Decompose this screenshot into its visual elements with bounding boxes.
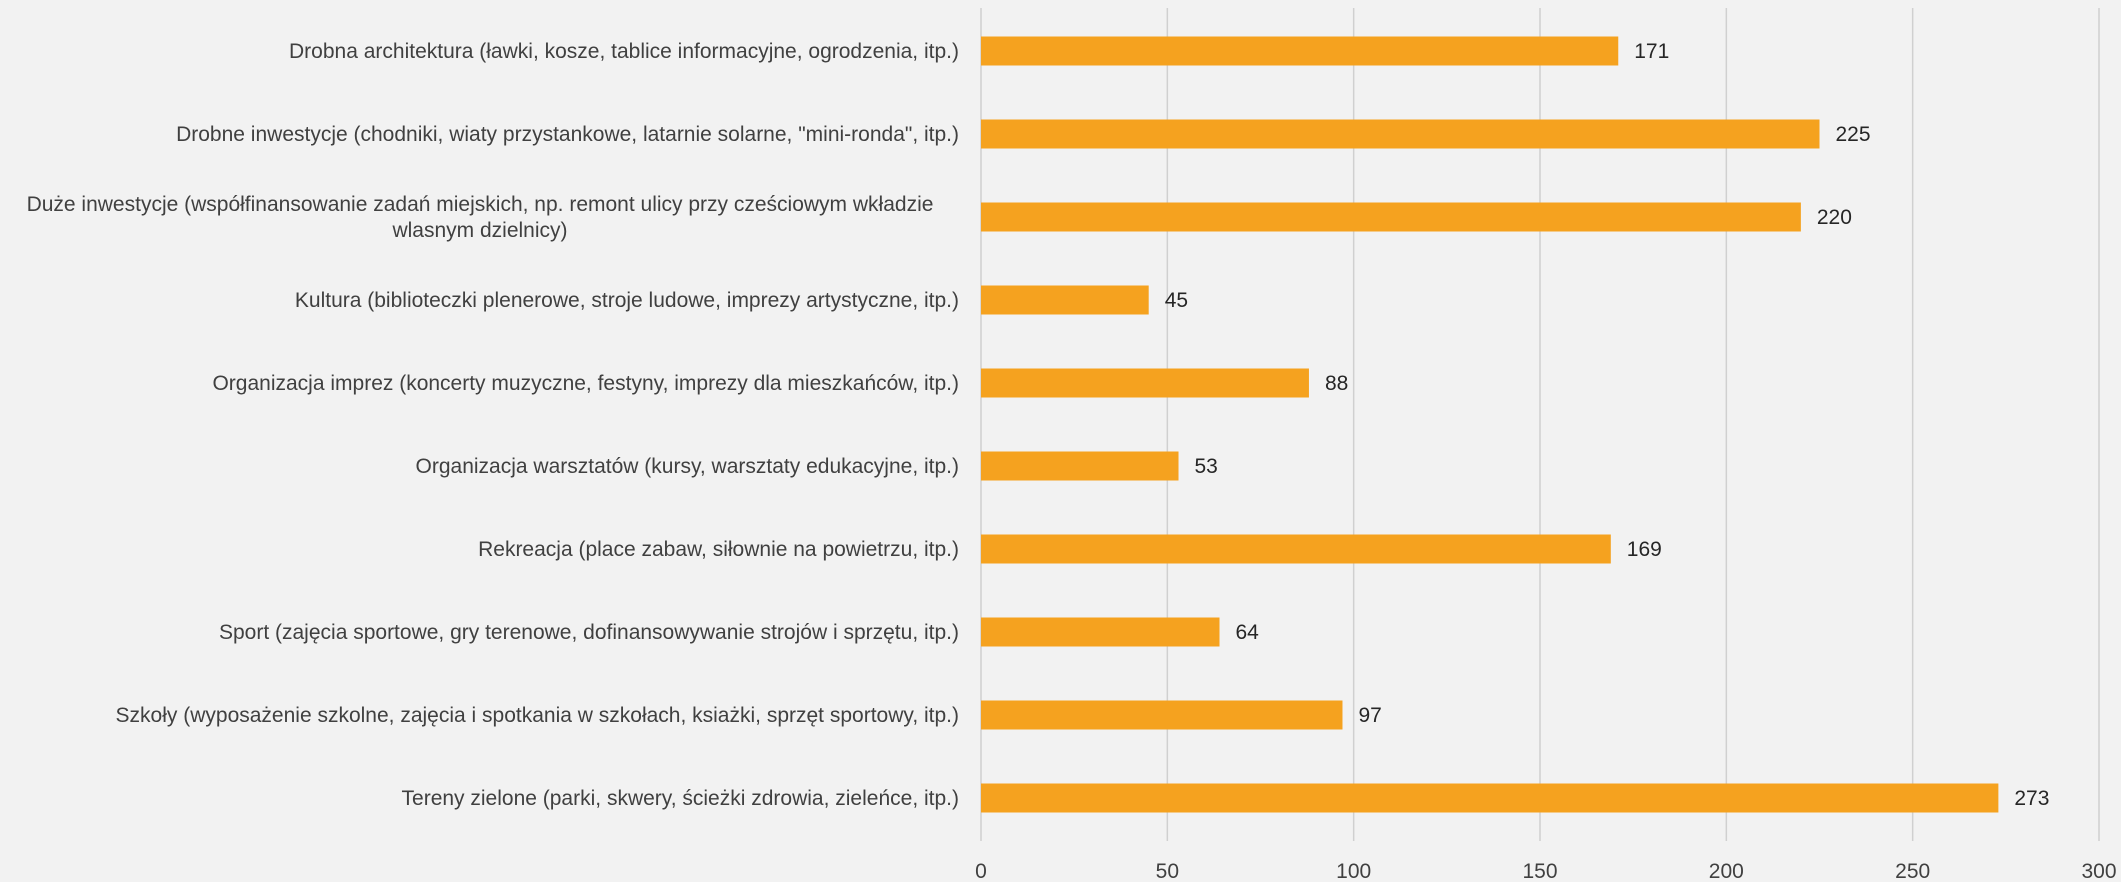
bar-value-label: 169 [1627, 538, 1662, 561]
category-label-line: Sport (zajęcia sportowe, gry terenowe, d… [219, 621, 959, 644]
x-tick-label: 150 [1522, 860, 1557, 882]
x-axis-tick-labels: 0 50 100 150 200 250 300 [975, 860, 2116, 882]
bar [981, 451, 1179, 481]
x-tick-label: 200 [1709, 860, 1744, 882]
category-label-line: Drobna architektura (ławki, kosze, tabli… [289, 40, 959, 63]
category-label: Duże inwestycje (współfinansowanie zadań… [27, 193, 934, 242]
category-label-line: Organizacja warsztatów (kursy, warsztaty… [416, 455, 959, 478]
category-label: Organizacja imprez (koncerty muzyczne, f… [212, 372, 959, 395]
category-label: Sport (zajęcia sportowe, gry terenowe, d… [219, 621, 959, 644]
bar [981, 700, 1343, 730]
x-tick-label: 100 [1336, 860, 1371, 882]
bar [981, 534, 1611, 564]
bar [981, 368, 1309, 398]
category-label: Kultura (biblioteczki plenerowe, stroje … [295, 289, 959, 312]
category-label: Organizacja warsztatów (kursy, warsztaty… [416, 455, 959, 478]
bar [981, 202, 1801, 232]
bar [981, 119, 1820, 149]
category-label-line: Tereny zielone (parki, skwery, ścieżki z… [402, 787, 959, 810]
bar [981, 617, 1220, 647]
category-label-line: Duże inwestycje (współfinansowanie zadań… [27, 193, 934, 216]
x-tick-label: 250 [1895, 860, 1930, 882]
category-label: Rekreacja (place zabaw, siłownie na powi… [478, 538, 959, 561]
category-label-line: Rekreacja (place zabaw, siłownie na powi… [478, 538, 959, 561]
bar-value-label: 171 [1634, 40, 1669, 63]
bar [981, 783, 1999, 813]
bar-value-label: 45 [1165, 289, 1188, 312]
bar-value-label: 53 [1195, 455, 1218, 478]
category-label-line: Kultura (biblioteczki plenerowe, stroje … [295, 289, 959, 312]
value-labels: 171 225 220 45 88 53 169 64 97 273 [1165, 40, 2050, 810]
category-label-line: Organizacja imprez (koncerty muzyczne, f… [212, 372, 959, 395]
bars [981, 36, 1999, 813]
x-tick-label: 0 [975, 860, 987, 882]
category-label-line: Drobne inwestycje (chodniki, wiaty przys… [176, 123, 959, 146]
category-label: Szkoły (wyposażenie szkolne, zajęcia i s… [116, 704, 959, 727]
category-label: Drobna architektura (ławki, kosze, tabli… [289, 40, 959, 63]
category-label-line: wlasnym dzielnicy) [391, 219, 567, 242]
bar [981, 285, 1149, 315]
bar-value-label: 88 [1325, 372, 1348, 395]
bar [981, 36, 1619, 66]
bar-value-label: 220 [1817, 206, 1852, 229]
category-labels: Drobna architektura (ławki, kosze, tabli… [27, 40, 959, 810]
x-tick-label: 50 [1156, 860, 1179, 882]
bar-value-label: 273 [2014, 787, 2049, 810]
bar-value-label: 97 [1358, 704, 1381, 727]
category-label: Drobne inwestycje (chodniki, wiaty przys… [176, 123, 959, 146]
category-label: Tereny zielone (parki, skwery, ścieżki z… [402, 787, 959, 810]
bar-value-label: 225 [1836, 123, 1871, 146]
bar-value-label: 64 [1236, 621, 1260, 644]
category-label-line: Szkoły (wyposażenie szkolne, zajęcia i s… [116, 704, 959, 727]
x-tick-label: 300 [2081, 860, 2116, 882]
